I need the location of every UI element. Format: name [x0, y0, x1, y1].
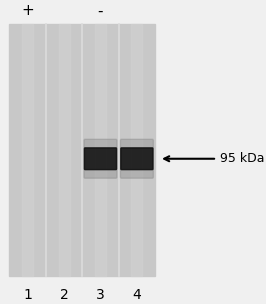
Bar [22, 24, 33, 276]
Text: 95 kDa: 95 kDa [164, 152, 264, 165]
FancyBboxPatch shape [120, 139, 153, 178]
Bar [59, 24, 69, 276]
FancyBboxPatch shape [121, 148, 153, 170]
Text: 2: 2 [60, 288, 68, 302]
Bar [131, 24, 142, 276]
Text: 1: 1 [23, 288, 32, 302]
Bar [10, 24, 155, 276]
Text: -: - [98, 3, 103, 19]
Text: 4: 4 [132, 288, 141, 302]
Text: 3: 3 [96, 288, 105, 302]
Text: +: + [21, 3, 34, 19]
FancyBboxPatch shape [84, 148, 117, 170]
Bar [95, 24, 106, 276]
FancyBboxPatch shape [84, 139, 117, 178]
